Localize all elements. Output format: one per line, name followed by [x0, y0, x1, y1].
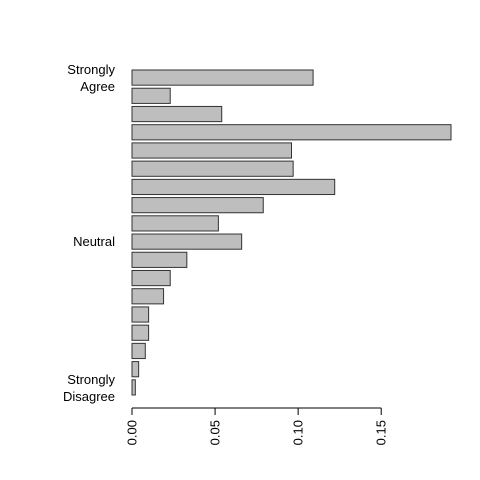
bar — [131, 160, 294, 177]
bar — [131, 87, 171, 104]
bar — [131, 105, 223, 123]
bar — [131, 178, 336, 196]
y-tick-label: Strongly Agree — [67, 62, 115, 94]
bar — [131, 69, 314, 86]
bar — [131, 269, 171, 287]
x-tick-label: 0.00 — [125, 420, 140, 445]
bar — [131, 379, 136, 396]
bar — [131, 361, 140, 378]
bar — [131, 233, 243, 250]
bar — [131, 288, 165, 305]
bar — [131, 342, 146, 360]
bar — [131, 197, 264, 214]
bar — [131, 142, 292, 159]
bar — [131, 215, 219, 232]
x-tick-label: 0.10 — [291, 420, 306, 445]
bar — [131, 324, 150, 341]
y-tick-label: Strongly Disagree — [63, 372, 116, 404]
bar — [131, 251, 188, 268]
y-tick-label: Neutral — [73, 234, 115, 249]
bar — [131, 306, 150, 323]
x-tick-label: 0.05 — [208, 420, 223, 445]
bar — [131, 124, 452, 141]
x-tick-label: 0.15 — [374, 420, 389, 445]
